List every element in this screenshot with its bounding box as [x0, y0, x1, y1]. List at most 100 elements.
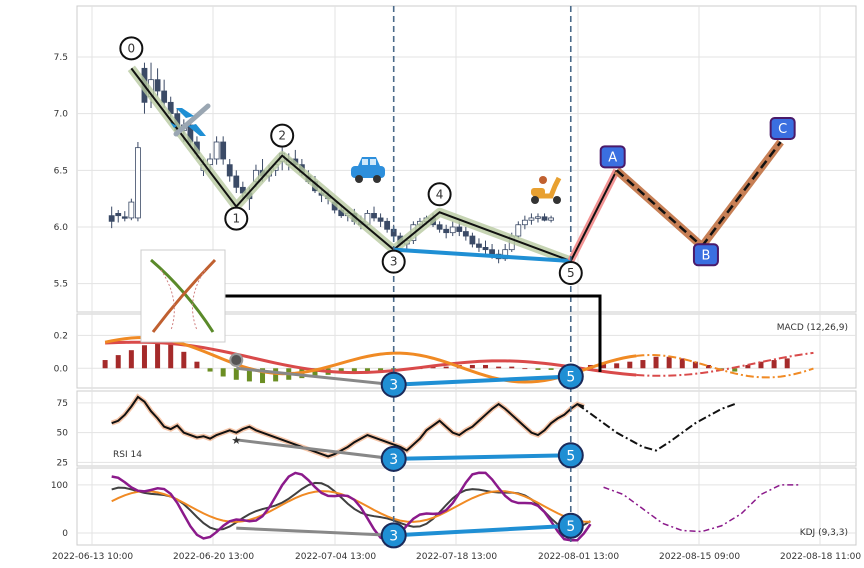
- macd-histogram-bar: [312, 368, 318, 377]
- candle-body: [115, 212, 122, 217]
- divergence-line: [393, 523, 571, 538]
- divergence-line: [393, 453, 571, 461]
- macd-histogram-bar: [706, 364, 712, 369]
- macd-histogram-bar: [522, 368, 528, 370]
- price-tick-label: 5.5: [54, 280, 68, 290]
- wave-label-text: 2: [278, 129, 286, 143]
- macd-histogram-bar: [364, 368, 370, 372]
- candle-body: [436, 224, 443, 230]
- wave-label-circle: [119, 36, 144, 61]
- projection-label-box: [599, 145, 626, 169]
- macd-line: [104, 335, 637, 384]
- macd-histogram-bar: [141, 345, 147, 369]
- macd-histogram-bar: [758, 361, 764, 369]
- candle-body: [449, 226, 456, 234]
- wave-label-circle: [224, 206, 249, 231]
- macd-histogram-bar: [692, 361, 698, 369]
- macd-tick-label: 0.2: [54, 331, 68, 341]
- candle-body: [443, 228, 450, 234]
- macd-histogram-bar: [260, 368, 266, 384]
- macd-histogram-bar: [128, 350, 134, 369]
- divergence-badge: [557, 512, 584, 539]
- rsi-tick-label: 75: [57, 399, 68, 409]
- macd-histogram-bar: [155, 341, 161, 369]
- candle-body: [121, 216, 128, 219]
- divergence-badge-text: 5: [566, 448, 575, 464]
- x-tick-label: 2022-08-15 09:00: [659, 552, 740, 562]
- rsi-projection: [576, 403, 736, 452]
- kdj-label: KDJ (9,3,3): [800, 528, 848, 538]
- rsi-star-marker: ★: [231, 434, 241, 447]
- candle-body: [128, 201, 135, 219]
- candle-body: [161, 90, 168, 103]
- kdj-panel: [111, 471, 801, 542]
- x-tick-label: 2022-08-18 11:00: [780, 552, 861, 562]
- macd-histogram-bar: [168, 343, 174, 369]
- candle-body: [541, 216, 548, 221]
- x-tick-label: 2022-07-18 13:00: [416, 552, 497, 562]
- candle-body: [371, 212, 377, 219]
- wave-label-circle: [427, 182, 452, 207]
- projection-label-text: C: [778, 122, 787, 137]
- divergence-badge-text: 5: [566, 519, 575, 535]
- rsi-tick-label: 25: [57, 458, 68, 468]
- x-tick-label: 2022-06-13 10:00: [52, 552, 133, 562]
- candle-body: [384, 220, 391, 230]
- divergence-line: [393, 374, 571, 387]
- macd-histogram-bar: [469, 364, 475, 369]
- candle-body: [233, 175, 240, 188]
- prior-trend-line: [236, 526, 394, 537]
- macd-histogram-bar: [483, 364, 489, 369]
- wave-label-circle: [558, 261, 583, 285]
- divergence-badge: [380, 522, 407, 549]
- macd-histogram-bar: [378, 368, 384, 372]
- wave-label-circle: [270, 123, 295, 148]
- candle-body: [515, 224, 522, 237]
- kdj-tick-label: 0: [62, 529, 68, 539]
- rsi-tick-label: 50: [57, 429, 69, 439]
- macd-signal-projection: [636, 351, 814, 377]
- macd-histogram-bar: [771, 360, 777, 369]
- rsi-line: [111, 395, 585, 458]
- rsi-panel: [110, 393, 736, 460]
- macd-panel: [102, 335, 814, 384]
- price-divergence-line: [393, 247, 571, 263]
- airplane-icon: [170, 103, 211, 137]
- candle-body: [482, 246, 489, 251]
- macd-histogram-bar: [745, 364, 751, 369]
- kdj-projection: [603, 484, 801, 533]
- macd-histogram-bar: [246, 368, 252, 382]
- macd-histogram-bar: [509, 366, 515, 369]
- wave-line: [130, 67, 572, 262]
- divergence-badge-text: 3: [389, 528, 398, 544]
- divergence-badge: [557, 363, 584, 390]
- wave-label-text: 3: [390, 255, 398, 269]
- rsi-label: RSI 14: [113, 450, 142, 460]
- macd-histogram-bar: [233, 368, 239, 380]
- macd-histogram-bar: [115, 355, 121, 369]
- macd-histogram-bar: [102, 360, 108, 369]
- macd-histogram-bar: [430, 366, 436, 369]
- macd-tick-label: 0.0: [54, 364, 69, 374]
- macd-histogram-bar: [784, 358, 790, 369]
- macd-histogram-bar: [207, 368, 213, 372]
- candle-body: [548, 217, 554, 221]
- macd-histogram-bar: [443, 366, 449, 369]
- candle-body: [521, 219, 528, 226]
- macd-histogram-bar: [535, 368, 541, 370]
- divergence-badge: [380, 371, 407, 398]
- tick-labels: 2022-06-13 10:00 2022-06-20 13:00 2022-07-…: [51, 53, 862, 562]
- macd-histogram-bar: [194, 361, 200, 369]
- macd-histogram-bar: [220, 368, 226, 377]
- divergence-badge-text: 3: [389, 378, 398, 394]
- annotations: 0 1 2 3 4 5 A B C 3 5 3 5 3 5 ★: [119, 6, 796, 549]
- connector-line: [225, 294, 602, 372]
- wave-label-text: 0: [128, 41, 136, 55]
- price-tick-label: 6.0: [54, 223, 69, 233]
- kdj-j-line: [111, 471, 592, 542]
- candle-body: [377, 217, 384, 222]
- price-tick-label: 7.0: [54, 110, 69, 120]
- macd-marker: [229, 353, 244, 368]
- wave-label-circle: [381, 249, 406, 274]
- candle-body: [528, 217, 535, 221]
